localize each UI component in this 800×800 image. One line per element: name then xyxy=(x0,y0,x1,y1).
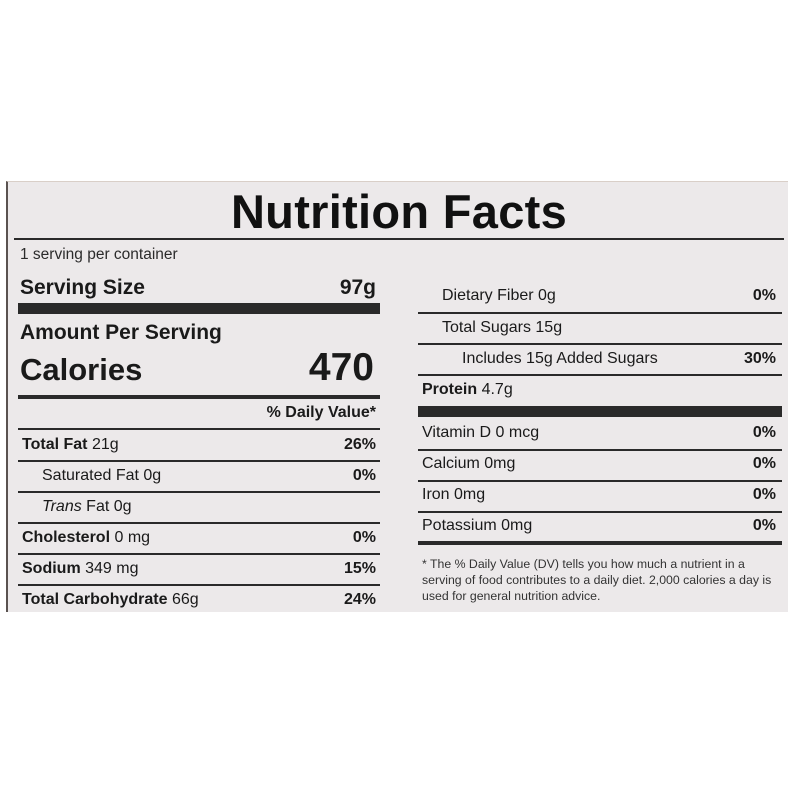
vitamin-row-calcium: Calcium 0mg 0% xyxy=(422,455,776,472)
row-rule xyxy=(418,343,782,345)
vitamins-bottom-rule xyxy=(418,541,782,545)
serving-size-thick-bar xyxy=(18,303,380,314)
servings-per-container: 1 serving per container xyxy=(20,246,178,263)
nutrient-row-total-sugars: Total Sugars 15g xyxy=(442,319,563,336)
nutrient-row-total-carbohydrate: Total Carbohydrate 66g 24% xyxy=(22,591,376,608)
nutrient-row-trans-fat: Trans Fat 0g xyxy=(42,498,132,515)
title-rule xyxy=(14,238,784,240)
serving-size-label: Serving Size xyxy=(20,276,145,299)
row-rule xyxy=(418,374,782,376)
row-rule xyxy=(18,491,380,493)
nutrient-row-saturated-fat: Saturated Fat 0g 0% xyxy=(42,467,376,484)
protein-thick-bar xyxy=(418,406,782,417)
nutrient-row-dietary-fiber: Dietary Fiber 0g 0% xyxy=(442,287,776,304)
row-rule xyxy=(418,511,782,513)
nutrient-row-protein: Protein 4.7g xyxy=(422,381,513,398)
serving-size-row: Serving Size 97g xyxy=(20,276,376,300)
vitamin-row-potassium: Potassium 0mg 0% xyxy=(422,517,776,534)
nutrient-row-sodium: Sodium 349 mg 15% xyxy=(22,560,376,577)
nutrient-row-cholesterol: Cholesterol 0 mg 0% xyxy=(22,529,376,546)
row-rule xyxy=(18,553,380,555)
row-rule xyxy=(418,480,782,482)
nutrient-row-added-sugars: Includes 15g Added Sugars 30% xyxy=(462,350,776,367)
nutrition-facts-label: Nutrition Facts 1 serving per container … xyxy=(6,181,788,612)
daily-value-header: % Daily Value* xyxy=(266,404,376,421)
row-rule xyxy=(18,584,380,586)
row-rule xyxy=(418,449,782,451)
row-rule xyxy=(18,428,380,430)
calories-label: Calories xyxy=(20,352,143,387)
calories-row: Calories 470 xyxy=(20,346,374,390)
vitamin-row-vitamin-d: Vitamin D 0 mcg 0% xyxy=(422,424,776,441)
vitamin-row-iron: Iron 0mg 0% xyxy=(422,486,776,503)
label-title: Nutrition Facts xyxy=(230,185,568,238)
calories-value: 470 xyxy=(308,346,374,389)
nutrient-row-total-fat: Total Fat 21g 26% xyxy=(22,436,376,453)
row-rule xyxy=(18,522,380,524)
row-rule xyxy=(18,460,380,462)
amount-per-serving: Amount Per Serving xyxy=(20,321,222,344)
calories-rule xyxy=(18,395,380,399)
daily-value-footnote: * The % Daily Value (DV) tells you how m… xyxy=(422,557,772,603)
serving-size-value: 97g xyxy=(339,276,376,299)
row-rule xyxy=(418,312,782,314)
